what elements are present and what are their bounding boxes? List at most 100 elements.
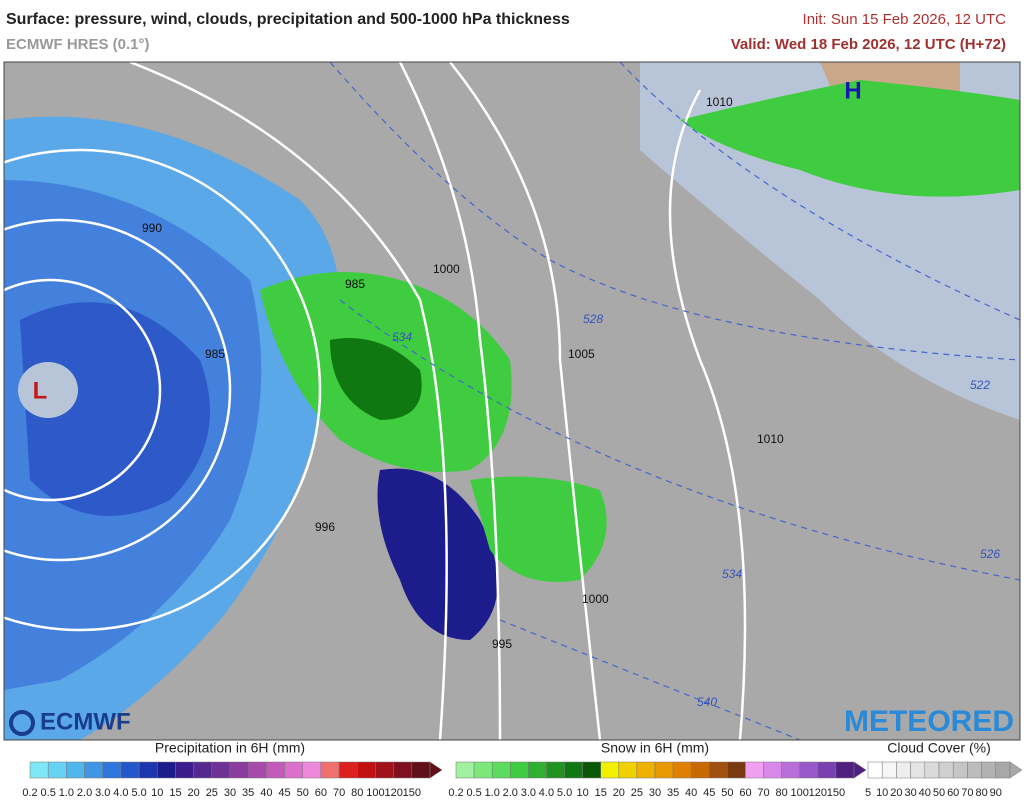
legend-label: 20	[613, 787, 625, 799]
isobar-label: 1010	[757, 432, 784, 446]
legend-label: 0.5	[466, 787, 481, 799]
legend-label: 50	[933, 787, 945, 799]
legend-swatch	[47, 761, 67, 779]
legend-swatch	[102, 761, 122, 779]
legend-label: 3.0	[521, 787, 536, 799]
snow-area	[470, 476, 607, 582]
legend-label: 30	[904, 787, 916, 799]
legend-label: 25	[631, 787, 643, 799]
legend-label: 3.0	[95, 787, 110, 799]
valid: Valid: Wed 18 Feb 2026, 12 UTC (H+72)	[731, 36, 1006, 53]
legend-swatch	[582, 761, 601, 779]
legend-label: 5	[865, 787, 871, 799]
isobar-label: 985	[345, 277, 365, 291]
legend-label: 40	[685, 787, 697, 799]
legend-label: 120	[384, 787, 402, 799]
isobar	[4, 148, 322, 632]
thickness-label: 528	[583, 312, 603, 326]
isobar-label: 996	[315, 520, 335, 534]
thickness-label: 522	[970, 378, 990, 392]
legend-swatch	[727, 761, 746, 779]
precip-area	[377, 468, 498, 640]
legend-label: 90	[990, 787, 1002, 799]
legend-swatch	[491, 761, 511, 779]
thickness-line	[339, 299, 1020, 581]
legend-title: Cloud Cover (%)	[887, 740, 990, 756]
isobar-label: 995	[492, 637, 512, 651]
legend-label: 35	[242, 787, 254, 799]
legend-label: 50	[297, 787, 309, 799]
legend-label: 70	[757, 787, 769, 799]
legend-swatch	[473, 761, 493, 779]
thickness-label: 534	[392, 330, 412, 344]
isobar	[4, 218, 232, 562]
legend-label: 80	[351, 787, 363, 799]
legend-label: 4.0	[113, 787, 128, 799]
legend-swatch	[84, 761, 103, 779]
legend-swatch	[995, 761, 1011, 779]
legend-label: 1.0	[485, 787, 500, 799]
legend-label: 4.0	[539, 787, 554, 799]
legend-swatch	[618, 761, 638, 779]
thickness-line	[329, 62, 1020, 361]
low-center	[18, 362, 78, 418]
legend-label: 35	[667, 787, 679, 799]
legend-label: 15	[595, 787, 607, 799]
legend-swatch	[924, 761, 940, 779]
legend-label: 150	[403, 787, 421, 799]
legend-swatch	[967, 761, 982, 779]
legend-swatch	[247, 761, 267, 779]
legend-label: 2.0	[77, 787, 92, 799]
legend-label: 120	[809, 787, 827, 799]
legend-label: 45	[278, 787, 290, 799]
isobar-label: 985	[205, 347, 225, 361]
thickness-line	[619, 62, 1020, 321]
legend-label: 1.0	[59, 787, 74, 799]
legend-swatch	[338, 761, 358, 779]
thickness-line	[499, 619, 801, 740]
legend-swatch	[29, 761, 49, 779]
map: 990 985 985 1000 1005 1010 1010 996 995 …	[3, 61, 1021, 741]
legend-swatch	[193, 761, 213, 779]
legend-swatch	[867, 761, 883, 779]
legends: Precipitation in 6H (mm)0.2 0.5 1.0 2.0 3.0 4…	[22, 740, 1023, 799]
legend-swatch	[393, 761, 413, 779]
legend-label: 100	[366, 787, 384, 799]
legend-label: 0.5	[41, 787, 56, 799]
isobar	[398, 62, 502, 740]
legend-swatch	[690, 761, 710, 779]
high-marker: H	[844, 77, 861, 104]
legend-label: 50	[721, 787, 733, 799]
legend-swatch	[799, 761, 819, 779]
legend-swatch	[175, 761, 194, 779]
legend-swatch	[411, 761, 431, 779]
legend-swatch	[763, 761, 782, 779]
isobar	[129, 62, 448, 740]
legend-swatch	[229, 761, 249, 779]
legend-title: Snow in 6H (mm)	[601, 740, 709, 756]
legend-label: 10	[151, 787, 163, 799]
legend-arrow	[429, 761, 443, 779]
legend-label: 100	[791, 787, 809, 799]
snow-area	[680, 80, 1020, 197]
model: ECMWF HRES (0.1°)	[6, 36, 150, 53]
legend-swatch	[952, 761, 968, 779]
legend-swatch	[66, 761, 85, 779]
isobar	[449, 62, 602, 740]
isobar-label: 1010	[706, 95, 733, 109]
isobar-label: 1005	[568, 347, 595, 361]
legend-swatch	[320, 761, 340, 779]
legend-label: 45	[703, 787, 715, 799]
ecmwf-logo: ECMWF	[40, 708, 131, 735]
legend-title: Precipitation in 6H (mm)	[155, 740, 305, 756]
legend-swatch	[910, 761, 926, 779]
legend-label: 150	[827, 787, 845, 799]
thickness-label: 526	[980, 547, 1000, 561]
legend-swatch	[510, 761, 529, 779]
legend-label: 60	[739, 787, 751, 799]
legend-label: 30	[224, 787, 236, 799]
legend-swatch	[981, 761, 997, 779]
meteored-logo: METEORED	[844, 705, 1014, 738]
legend-swatch	[120, 761, 140, 779]
